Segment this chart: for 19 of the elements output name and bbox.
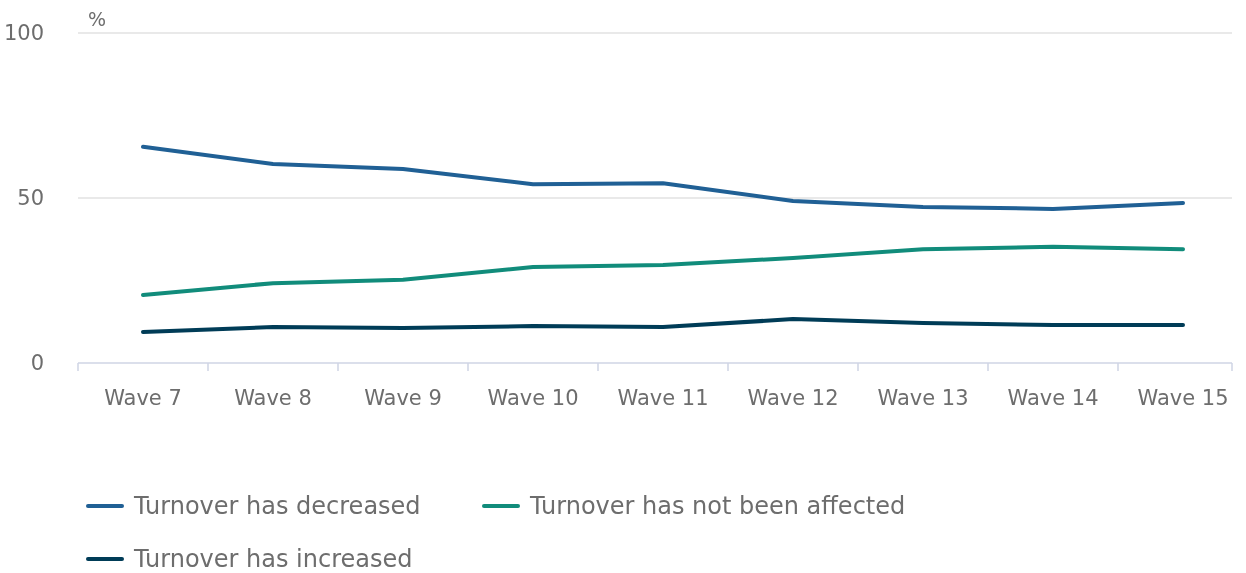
legend-label: Turnover has not been affected (529, 492, 906, 521)
x-tick-label: Wave 8 (234, 386, 312, 410)
line-series (141, 244, 1185, 298)
x-tick-label: Wave 11 (617, 386, 709, 410)
legend-label: Turnover has increased (133, 545, 413, 573)
x-tick-label: Wave 12 (747, 386, 839, 410)
x-tick-label: Wave 9 (364, 386, 442, 410)
x-tick-label: Wave 13 (877, 386, 969, 410)
x-tick-label: Wave 15 (1137, 386, 1229, 410)
x-tick-label: Wave 7 (104, 386, 182, 410)
y-axis-title: % (88, 8, 107, 30)
x-tick-label: Wave 14 (1007, 386, 1099, 410)
y-tick-label: 100 (3, 21, 44, 46)
line-series (141, 144, 1185, 211)
y-tick-label: 50 (17, 186, 44, 211)
x-tick-label: Wave 10 (487, 386, 579, 410)
line-series (141, 317, 1185, 334)
y-tick-label: 0 (30, 351, 44, 376)
legend-label: Turnover has decreased (133, 492, 421, 521)
